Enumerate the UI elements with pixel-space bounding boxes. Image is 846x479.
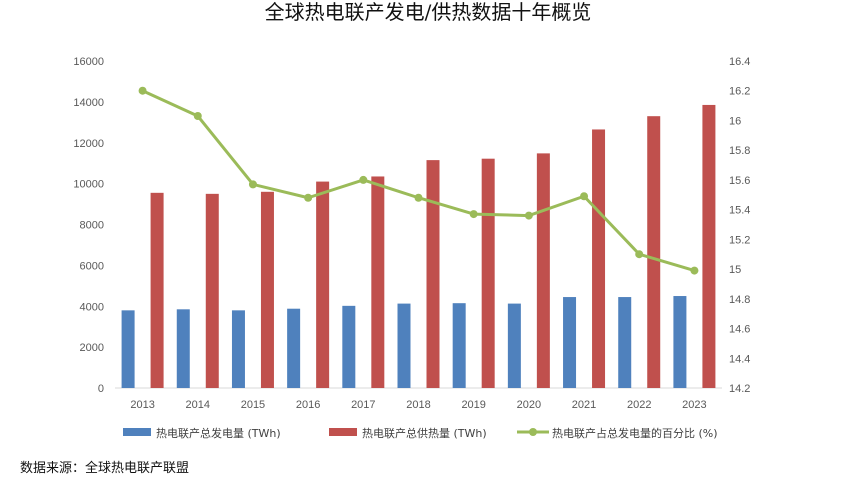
bar-power [176, 309, 190, 388]
x-tick-label: 2022 [627, 399, 651, 411]
legend-label: 热电联产总发电量 (TWh) [156, 426, 281, 440]
y-right-tick-label: 14.8 [729, 294, 750, 306]
bar-power [618, 297, 632, 388]
x-tick-label: 2021 [572, 399, 596, 411]
legend-label: 热电联产占总发电量的百分比 (%) [552, 426, 718, 440]
y-left-tick-label: 0 [98, 383, 104, 395]
percentage-point [193, 111, 202, 120]
y-right-tick-label: 15.4 [729, 205, 750, 217]
percentage-line [141, 89, 695, 273]
y-left-tick-label: 16000 [73, 56, 104, 68]
percentage-point [524, 211, 533, 220]
y-right-tick-label: 16.4 [729, 56, 750, 68]
bar-power [507, 303, 521, 388]
x-tick-label: 2014 [186, 399, 210, 411]
percentage-point [635, 250, 644, 259]
chart-title: 全球热电联产发电/供热数据十年概览 [265, 0, 592, 24]
bar-power [673, 296, 687, 388]
bar-power [397, 303, 411, 388]
bar-heat [481, 158, 495, 388]
y-right-tick-label: 16.2 [729, 86, 750, 98]
x-tick-label: 2023 [682, 399, 706, 411]
x-tick-label: 2013 [130, 399, 154, 411]
y-right-tick-label: 15 [729, 264, 741, 276]
x-tick-label: 2020 [517, 399, 541, 411]
percentage-point [469, 210, 478, 219]
y-right-tick-label: 15.6 [729, 175, 750, 187]
percentage-point [414, 193, 423, 202]
bar-heat [647, 116, 661, 389]
x-tick-label: 2016 [296, 399, 320, 411]
bar-power [452, 303, 466, 388]
bar-heat [536, 153, 550, 388]
y-right-tick-label: 14.4 [729, 353, 750, 365]
y-right-tick-label: 15.2 [729, 234, 750, 246]
axes: 0 2000 4000 6000 8000 10000 12000 14000 16000 14.… [73, 56, 750, 411]
x-tick-label: 2019 [461, 399, 485, 411]
x-tick-label: 2017 [351, 399, 375, 411]
bar-heat [592, 129, 606, 388]
percentage-point [580, 192, 589, 201]
y-left-tick-label: 12000 [73, 138, 104, 150]
bar-heat [205, 193, 219, 388]
source-note: 数据来源：全球热电联产联盟 [20, 461, 190, 476]
y-right-tick-label: 14.6 [729, 324, 750, 336]
legend-swatch-marker [529, 428, 537, 436]
x-tick-label: 2015 [241, 399, 265, 411]
y-left-tick-label: 2000 [80, 342, 104, 354]
bar-power [287, 308, 301, 388]
y-left-tick-label: 8000 [80, 220, 104, 232]
bars [121, 104, 716, 389]
percentage-point [690, 266, 699, 275]
bar-power [563, 297, 577, 388]
y-left-tick-label: 14000 [73, 97, 104, 109]
bar-heat [426, 160, 440, 388]
percentage-point [304, 193, 313, 202]
bar-heat [150, 192, 164, 388]
y-left-tick-label: 10000 [73, 179, 104, 191]
bar-heat [702, 104, 716, 389]
y-left-tick-label: 6000 [80, 260, 104, 272]
percentage-point [138, 86, 147, 95]
bar-heat [260, 191, 274, 388]
y-right-tick-label: 15.8 [729, 145, 750, 157]
bar-heat [371, 176, 385, 388]
bar-heat [316, 181, 330, 388]
bar-power [231, 310, 245, 388]
legend-swatch [329, 428, 357, 436]
legend: 热电联产总发电量 (TWh) 热电联产总供热量 (TWh) 热电联产占总发电量的百分… [123, 426, 718, 440]
legend-label: 热电联产总供热量 (TWh) [362, 426, 487, 440]
percentage-point [359, 175, 368, 184]
y-right-tick-label: 14.2 [729, 383, 750, 395]
x-tick-label: 2018 [406, 399, 430, 411]
line-series [138, 86, 699, 275]
y-left-tick-label: 4000 [80, 301, 104, 313]
bar-power [342, 305, 356, 388]
legend-swatch [123, 428, 151, 436]
percentage-point [248, 180, 257, 189]
bar-power [121, 310, 135, 388]
y-right-tick-label: 16 [729, 115, 741, 127]
